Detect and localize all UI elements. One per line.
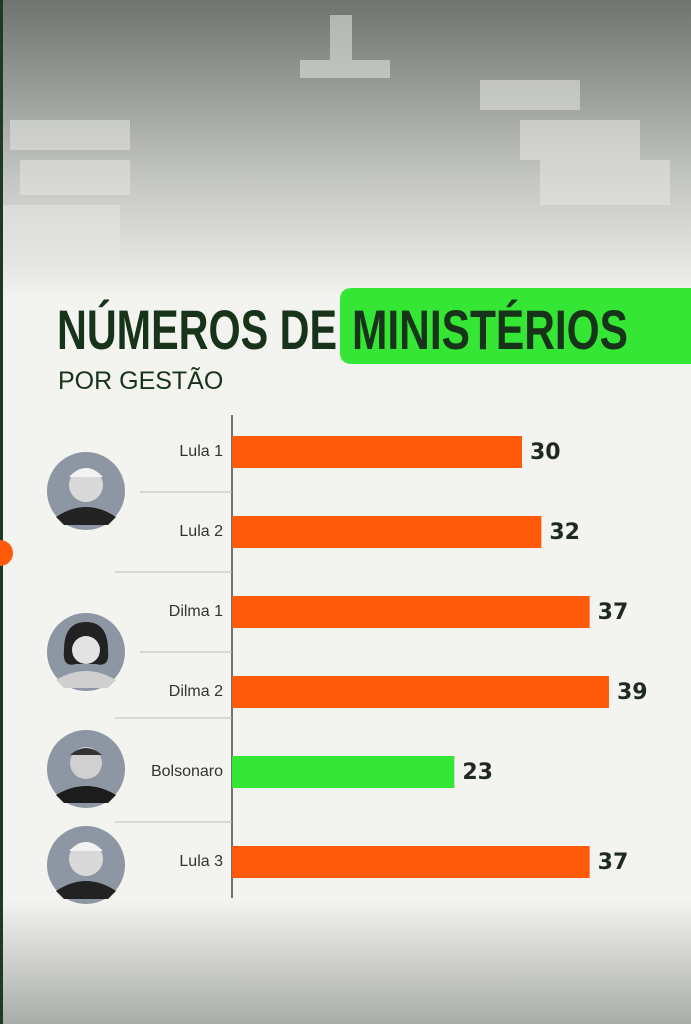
category-label: Bolsonaro: [151, 763, 223, 780]
bar: [232, 436, 522, 468]
value-label: 32: [549, 520, 580, 545]
value-label: 39: [617, 680, 648, 705]
chart-subtitle: POR GESTÃO: [58, 366, 223, 395]
bar: [232, 596, 590, 628]
category-label: Lula 3: [179, 853, 223, 870]
category-label: Lula 1: [179, 443, 223, 460]
portraits: [47, 452, 125, 904]
bar: [232, 846, 590, 878]
category-label: Dilma 2: [169, 683, 223, 700]
left-edge: [0, 0, 3, 1024]
chart-title-highlight: MINISTÉRIOS: [352, 298, 628, 361]
category-label: Lula 2: [179, 523, 223, 540]
value-label: 37: [598, 850, 629, 875]
category-label: Dilma 1: [169, 603, 223, 620]
bar: [232, 756, 455, 788]
value-label: 37: [598, 600, 629, 625]
value-label: 30: [530, 440, 561, 465]
side-tab: [0, 540, 13, 566]
bar: [232, 516, 542, 548]
city-image-bottom: [0, 900, 691, 1024]
title-highlight-box: [340, 288, 691, 364]
row-separators: [115, 491, 232, 823]
bar: [232, 676, 609, 708]
chart-title: NÚMEROS DE: [57, 298, 337, 361]
city-buildings: [0, 15, 670, 265]
value-label: 23: [462, 760, 493, 785]
